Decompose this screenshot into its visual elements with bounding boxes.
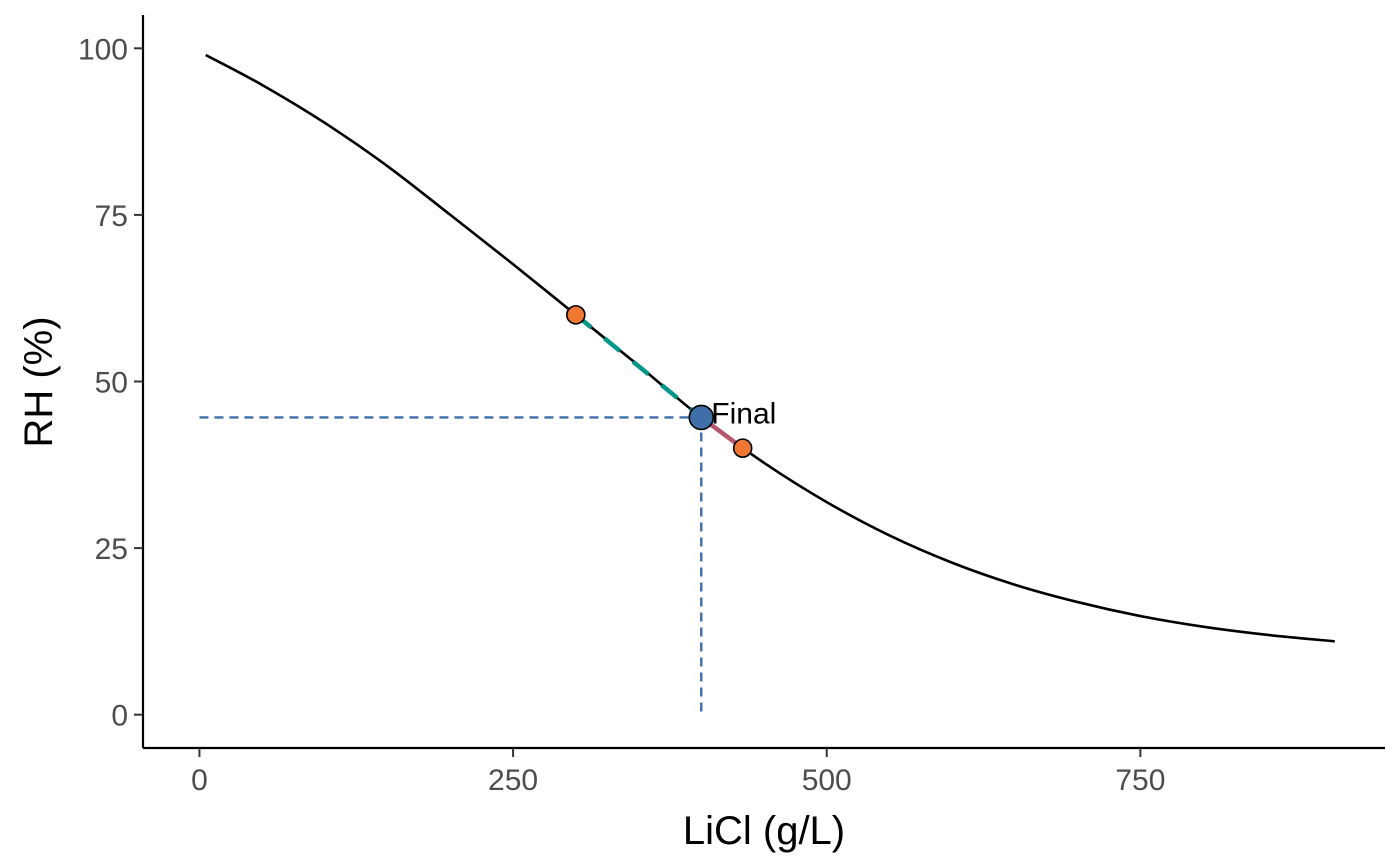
x-axis-title: LiCl (g/L) bbox=[683, 809, 845, 853]
data-point-2 bbox=[732, 438, 753, 458]
segment-1 bbox=[574, 313, 703, 420]
y-tick-label: 50 bbox=[95, 367, 128, 400]
y-tick-label: 75 bbox=[95, 200, 128, 233]
data-point-1 bbox=[566, 305, 586, 325]
x-tick-label: 750 bbox=[1115, 764, 1165, 797]
x-tick-label: 500 bbox=[802, 764, 852, 797]
y-axis-title: RH (%) bbox=[17, 316, 61, 447]
rh-curve bbox=[205, 53, 1335, 643]
y-tick-label: 25 bbox=[95, 533, 128, 566]
x-tick-label: 250 bbox=[488, 764, 538, 797]
plot-area: Final bbox=[199, 53, 1335, 715]
data-point-3 bbox=[688, 404, 715, 431]
point-label-final: Final bbox=[711, 397, 776, 430]
x-tick-label: 0 bbox=[191, 764, 208, 797]
axes: 0 250 500 750 0 25 50 75 100 bbox=[78, 15, 1385, 797]
y-tick-label: 100 bbox=[78, 33, 128, 66]
y-tick-label: 0 bbox=[111, 700, 128, 733]
